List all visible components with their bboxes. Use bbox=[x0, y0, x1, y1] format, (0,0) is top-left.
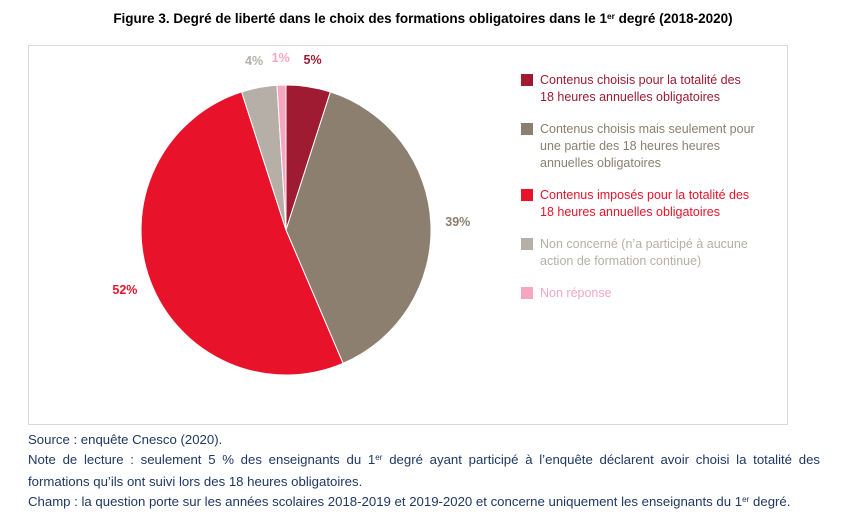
scope-note-text-end: degré. bbox=[749, 494, 791, 509]
legend-item: Non concerné (n’a participé à aucune act… bbox=[521, 236, 761, 270]
legend: Contenus choisis pour la totalité des 18… bbox=[521, 72, 761, 317]
pie-chart-svg: 5% 39% 52% 4% 1% bbox=[112, 51, 470, 376]
pie-slices bbox=[140, 84, 432, 376]
pie-percentage-label: 5% bbox=[304, 53, 322, 67]
legend-label: Contenus choisis pour la totalité des 18… bbox=[540, 73, 741, 104]
scope-note: Champ : la question porte sur les années… bbox=[28, 492, 820, 514]
pie-slice bbox=[140, 91, 344, 376]
figure-title: Figure 3. Degré de liberté dans le choix… bbox=[0, 11, 846, 26]
footnotes: Source : enquête Cnesco (2020). Note de … bbox=[28, 430, 820, 514]
pie-slice bbox=[276, 84, 287, 231]
figure-title-text: Figure 3. Degré de liberté dans le choix… bbox=[113, 11, 607, 26]
pie-slice bbox=[285, 91, 432, 364]
figure-title-text-end: degré (2018-2020) bbox=[614, 11, 733, 26]
legend-item: Contenus choisis mais seulement pour une… bbox=[521, 121, 761, 172]
chart-area: 5% 39% 52% 4% 1% Contenus choisis pour la to… bbox=[28, 45, 788, 425]
legend-swatch bbox=[521, 238, 533, 250]
legend-label: Non réponse bbox=[540, 286, 612, 300]
scope-note-superscript: er bbox=[742, 495, 750, 505]
legend-label: Non concerné (n’a participé à aucune act… bbox=[540, 237, 748, 268]
legend-swatch bbox=[521, 74, 533, 86]
pie-labels: 5% 39% 52% 4% 1% bbox=[112, 51, 470, 297]
legend-label: Contenus imposés pour la totalité des 18… bbox=[540, 188, 750, 219]
source-note: Source : enquête Cnesco (2020). bbox=[28, 432, 223, 447]
legend-item: Contenus choisis pour la totalité des 18… bbox=[521, 72, 761, 106]
legend-swatch bbox=[521, 287, 533, 299]
scope-note-text: Champ : la question porte sur les années… bbox=[28, 494, 743, 509]
pie-percentage-label: 39% bbox=[445, 215, 470, 229]
legend-swatch bbox=[521, 189, 533, 201]
pie-percentage-label: 1% bbox=[272, 51, 290, 65]
reading-note-text: Note de lecture : seulement 5 % des ense… bbox=[28, 452, 376, 467]
reading-note-superscript: er bbox=[375, 453, 383, 463]
legend-label: Contenus choisis mais seulement pour une… bbox=[540, 122, 755, 170]
reading-note: Note de lecture : seulement 5 % des ense… bbox=[28, 450, 820, 492]
legend-item: Contenus imposés pour la totalité des 18… bbox=[521, 187, 761, 221]
legend-swatch bbox=[521, 123, 533, 135]
pie-percentage-label: 52% bbox=[112, 283, 137, 297]
pie-percentage-label: 4% bbox=[245, 54, 263, 68]
legend-item: Non réponse bbox=[521, 285, 761, 302]
figure-title-superscript: er bbox=[606, 11, 615, 22]
reading-note-text-end: degré ayant participé à l’enquête déclar… bbox=[28, 452, 820, 489]
